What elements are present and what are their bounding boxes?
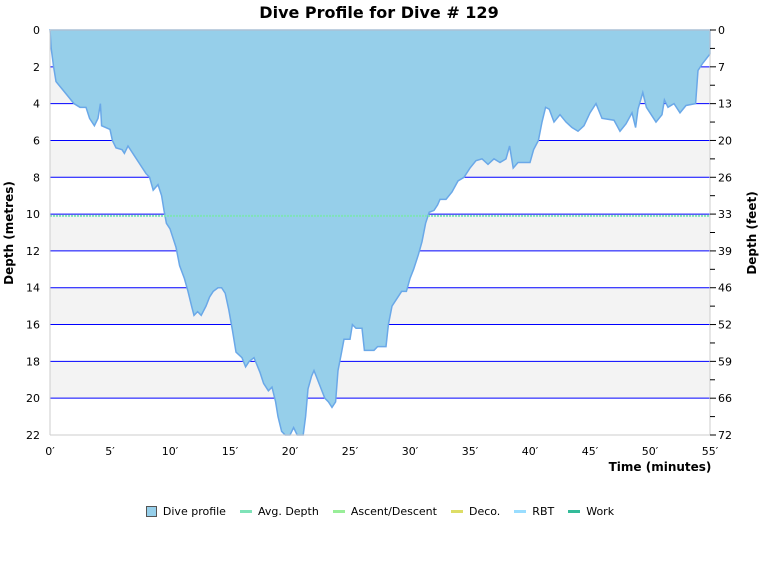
legend-swatch — [239, 510, 252, 513]
x-tick-label: 20′ — [282, 445, 299, 458]
y2-tick-label: 20 — [718, 134, 732, 147]
x-tick-label: 5′ — [105, 445, 115, 458]
y2-tick-label: 7 — [718, 61, 725, 74]
x-tick-label: 55′ — [702, 445, 719, 458]
y-tick-label: 10 — [26, 208, 40, 221]
legend-label: Dive profile — [162, 505, 226, 518]
legend-dive-profile[interactable]: Dive profile — [145, 505, 226, 518]
legend-deco[interactable]: Deco. — [450, 505, 501, 518]
legend-swatch — [145, 506, 157, 517]
x-tick-label: 0′ — [45, 445, 55, 458]
y-axis-label: Depth (metres) — [2, 181, 16, 285]
dive-profile-area — [49, 29, 711, 436]
y-tick-label: 0 — [33, 24, 40, 37]
y-tick-label: 6 — [33, 134, 40, 147]
legend-label: Work — [586, 505, 615, 518]
legend-swatch — [514, 510, 527, 513]
y2-tick-label: 46 — [718, 282, 732, 295]
y2-tick-label: 52 — [718, 319, 732, 332]
y2-tick-label: 33 — [718, 208, 732, 221]
x-tick-label: 40′ — [522, 445, 539, 458]
y2-tick-label: 72 — [718, 429, 732, 442]
chart-title: Dive Profile for Dive # 129 — [259, 3, 498, 22]
x-tick-label: 50′ — [642, 445, 659, 458]
grid-band — [50, 361, 710, 399]
y2-axis-label: Depth (feet) — [745, 191, 759, 274]
legend-ascent-descent[interactable]: Ascent/Descent — [332, 505, 437, 518]
x-axis-label: Time (minutes) — [609, 460, 712, 474]
y-tick-label: 2 — [33, 61, 40, 74]
x-tick-label: 10′ — [162, 445, 179, 458]
x-tick-label: 30′ — [402, 445, 419, 458]
y-tick-label: 12 — [26, 245, 40, 258]
legend-work[interactable]: Work — [568, 505, 614, 518]
y2-tick-label: 39 — [718, 245, 732, 258]
y-tick-label: 4 — [33, 98, 40, 111]
legend-label: Ascent/Descent — [350, 505, 437, 518]
y-tick-label: 22 — [26, 429, 40, 442]
y2-tick-label: 66 — [718, 392, 732, 405]
legend-label: Avg. Depth — [257, 505, 319, 518]
x-tick-label: 25′ — [342, 445, 359, 458]
y2-tick-label: 13 — [718, 98, 732, 111]
legend-avg-depth[interactable]: Avg. Depth — [239, 505, 319, 518]
legend-rbt[interactable]: RBT — [514, 505, 554, 518]
x-tick-label: 15′ — [222, 445, 239, 458]
y-tick-label: 16 — [26, 319, 40, 332]
dive-profile-chart: Dive Profile for Dive # 129 024681012141… — [2, 3, 759, 474]
x-tick-label: 35′ — [462, 445, 479, 458]
y2-tick-label: 26 — [718, 171, 732, 184]
y-tick-label: 14 — [26, 282, 40, 295]
legend: Dive profile Avg. Depth Ascent/Descent D… — [0, 505, 760, 518]
legend-swatch — [332, 510, 345, 513]
legend-swatch — [450, 510, 463, 513]
y2-tick-label: 0 — [718, 24, 725, 37]
x-tick-label: 45′ — [582, 445, 599, 458]
legend-label: Deco. — [468, 505, 501, 518]
y-tick-label: 8 — [33, 171, 40, 184]
y-tick-label: 18 — [26, 355, 40, 368]
legend-swatch — [568, 510, 581, 513]
y2-tick-label: 59 — [718, 355, 732, 368]
legend-label: RBT — [532, 505, 555, 518]
y-tick-label: 20 — [26, 392, 40, 405]
